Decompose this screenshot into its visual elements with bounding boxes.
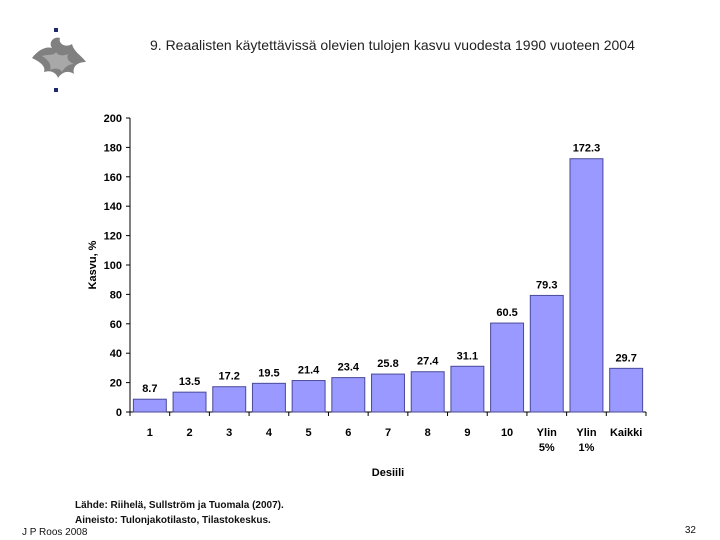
bar xyxy=(251,382,286,413)
y-tick-label: 0 xyxy=(116,407,122,419)
y-tick-label: 200 xyxy=(104,113,122,125)
bar-value-label: 17.2 xyxy=(219,371,240,383)
bar xyxy=(569,158,604,413)
x-tick-label: 6 xyxy=(345,427,351,439)
y-tick-label: 180 xyxy=(104,142,122,154)
bar-value-label: 60.5 xyxy=(496,307,517,319)
x-tick-label: 9 xyxy=(464,427,470,439)
slide-title: 9. Reaalisten käytettävissä olevien tulo… xyxy=(150,37,635,53)
page-number: 32 xyxy=(684,525,696,536)
y-tick-label: 140 xyxy=(104,201,122,213)
x-tick-label: 10 xyxy=(501,427,513,439)
bar xyxy=(609,367,644,413)
x-tick-label: 5 xyxy=(306,427,312,439)
bar-chart: 0 20 40 60 80 100 120 140 160 180 200 Kasvu, % 8.7 1 1… xyxy=(87,113,647,479)
bar-value-label: 172.3 xyxy=(573,143,601,155)
x-tick-label: 1 xyxy=(147,427,153,439)
x-tick-label: Ylin xyxy=(576,427,596,439)
y-tick-label: 100 xyxy=(104,260,122,272)
author-footer: J P Roos 2008 xyxy=(22,527,88,538)
y-tick-label: 40 xyxy=(110,348,122,360)
university-logo-icon xyxy=(32,28,86,92)
source-line: Lähde: Riihelä, Sullström ja Tuomala (20… xyxy=(75,500,284,511)
bar xyxy=(450,365,485,413)
bar xyxy=(212,386,247,413)
bar-value-label: 13.5 xyxy=(179,376,200,388)
y-tick-label: 120 xyxy=(104,231,122,243)
x-tick-label: Ylin xyxy=(537,427,557,439)
bar-value-label: 23.4 xyxy=(338,362,360,374)
x-tick-label: 7 xyxy=(385,427,391,439)
bar-value-label: 8.7 xyxy=(142,383,157,395)
bar-value-label: 27.4 xyxy=(417,356,439,368)
x-tick-label: 2 xyxy=(186,427,192,439)
y-tick-label: 80 xyxy=(110,289,122,301)
bar-value-label: 19.5 xyxy=(258,367,279,379)
y-tick-label: 60 xyxy=(110,319,122,331)
bar xyxy=(172,391,207,413)
bar xyxy=(490,322,525,413)
y-axis-title: Kasvu, % xyxy=(87,240,99,289)
x-axis-title: Desiili xyxy=(372,467,404,479)
bar-value-label: 25.8 xyxy=(377,358,398,370)
bar-value-label: 29.7 xyxy=(615,352,636,364)
x-tick-label: 1% xyxy=(579,442,595,454)
x-tick-label: 5% xyxy=(539,442,555,454)
x-tick-label: 8 xyxy=(425,427,431,439)
y-tick-label: 160 xyxy=(104,172,122,184)
bar xyxy=(529,294,564,413)
bar xyxy=(331,377,366,413)
bar xyxy=(410,371,445,413)
bar-value-label: 21.4 xyxy=(298,365,320,377)
x-tick-label: Kaikki xyxy=(610,427,642,439)
x-tick-label: 3 xyxy=(226,427,232,439)
bar-value-label: 79.3 xyxy=(536,279,557,291)
bar xyxy=(291,380,326,413)
bar xyxy=(371,373,405,413)
source-note: Lähde: Riihelä, Sullström ja Tuomala (20… xyxy=(75,498,284,528)
x-tick-label: 4 xyxy=(266,427,273,439)
bar-value-label: 31.1 xyxy=(457,350,478,362)
y-tick-label: 20 xyxy=(110,378,122,390)
data-source-line: Aineisto: Tulonjakotilasto, Tilastokesku… xyxy=(75,515,271,526)
bar xyxy=(132,398,167,413)
